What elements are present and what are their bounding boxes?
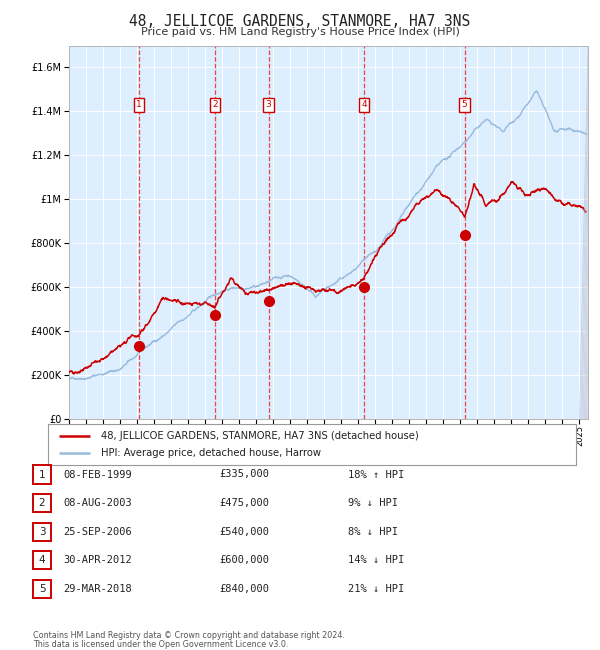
Text: 3: 3 [38,526,46,537]
Text: 2: 2 [212,100,218,109]
Text: 29-MAR-2018: 29-MAR-2018 [63,584,132,594]
Text: Price paid vs. HM Land Registry's House Price Index (HPI): Price paid vs. HM Land Registry's House … [140,27,460,37]
Text: £475,000: £475,000 [219,498,269,508]
Text: 48, JELLICOE GARDENS, STANMORE, HA7 3NS: 48, JELLICOE GARDENS, STANMORE, HA7 3NS [130,14,470,29]
Text: 5: 5 [462,100,467,109]
Text: £840,000: £840,000 [219,584,269,594]
Text: £540,000: £540,000 [219,526,269,537]
Text: 30-APR-2012: 30-APR-2012 [63,555,132,566]
Text: 4: 4 [361,100,367,109]
Text: 21% ↓ HPI: 21% ↓ HPI [348,584,404,594]
Text: 4: 4 [38,555,46,566]
Text: £335,000: £335,000 [219,469,269,480]
Text: 1: 1 [38,469,46,480]
Text: 1: 1 [136,100,142,109]
Text: HPI: Average price, detached house, Harrow: HPI: Average price, detached house, Harr… [101,448,321,458]
Text: 25-SEP-2006: 25-SEP-2006 [63,526,132,537]
Text: 48, JELLICOE GARDENS, STANMORE, HA7 3NS (detached house): 48, JELLICOE GARDENS, STANMORE, HA7 3NS … [101,431,419,441]
Text: 08-AUG-2003: 08-AUG-2003 [63,498,132,508]
Text: 2: 2 [38,498,46,508]
Text: 14% ↓ HPI: 14% ↓ HPI [348,555,404,566]
Text: 08-FEB-1999: 08-FEB-1999 [63,469,132,480]
Text: 8% ↓ HPI: 8% ↓ HPI [348,526,398,537]
Text: 3: 3 [266,100,271,109]
Text: £600,000: £600,000 [219,555,269,566]
Text: This data is licensed under the Open Government Licence v3.0.: This data is licensed under the Open Gov… [33,640,289,649]
Text: 9% ↓ HPI: 9% ↓ HPI [348,498,398,508]
Text: 18% ↑ HPI: 18% ↑ HPI [348,469,404,480]
Text: 5: 5 [38,584,46,594]
Text: Contains HM Land Registry data © Crown copyright and database right 2024.: Contains HM Land Registry data © Crown c… [33,631,345,640]
